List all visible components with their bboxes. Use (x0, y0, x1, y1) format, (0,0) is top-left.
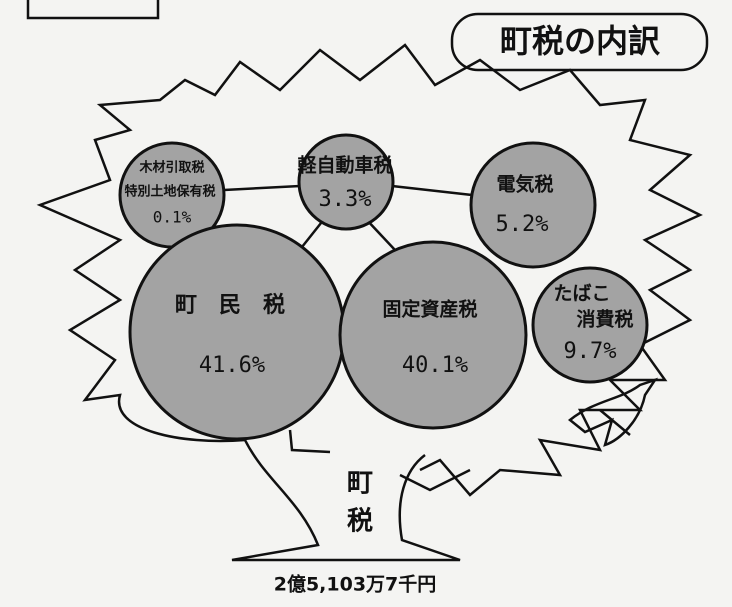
node-label: 軽自動車税 (297, 154, 392, 177)
node-share: 9.7% (564, 339, 617, 364)
node-circle (469, 141, 597, 269)
node-label: 木材引取税 (138, 160, 204, 176)
node-share: 0.1% (153, 208, 192, 227)
node-circle (531, 266, 649, 384)
node-share: 40.1% (402, 353, 468, 378)
branch (288, 429, 331, 454)
node-label: 特別土地保有税 (124, 184, 215, 200)
node-label: 消費税 (576, 308, 633, 331)
node-label: 固定資産税 (382, 298, 477, 321)
canopy (36, 43, 703, 497)
node-label: 町 民 税 (175, 292, 285, 318)
node-circle (338, 240, 528, 430)
title: 町税の内訳 (500, 22, 661, 60)
node-label: たばこ (553, 283, 610, 305)
trunk-label: 町 (347, 469, 373, 499)
node-share: 5.2% (496, 212, 549, 237)
node-share: 3.3% (319, 187, 372, 212)
link (223, 184, 301, 192)
link (391, 184, 473, 197)
title-frame (450, 12, 709, 72)
trunk (231, 439, 461, 562)
trunk-label: 税 (347, 507, 373, 537)
branch (399, 468, 471, 492)
node-circle (128, 223, 346, 441)
figure-box (26, 0, 160, 20)
bird (567, 377, 659, 447)
node-circle (297, 133, 395, 231)
total: 2億5,103万7千円 (274, 573, 437, 596)
node-label: 電気税 (496, 173, 553, 196)
node-share: 41.6% (199, 353, 265, 378)
